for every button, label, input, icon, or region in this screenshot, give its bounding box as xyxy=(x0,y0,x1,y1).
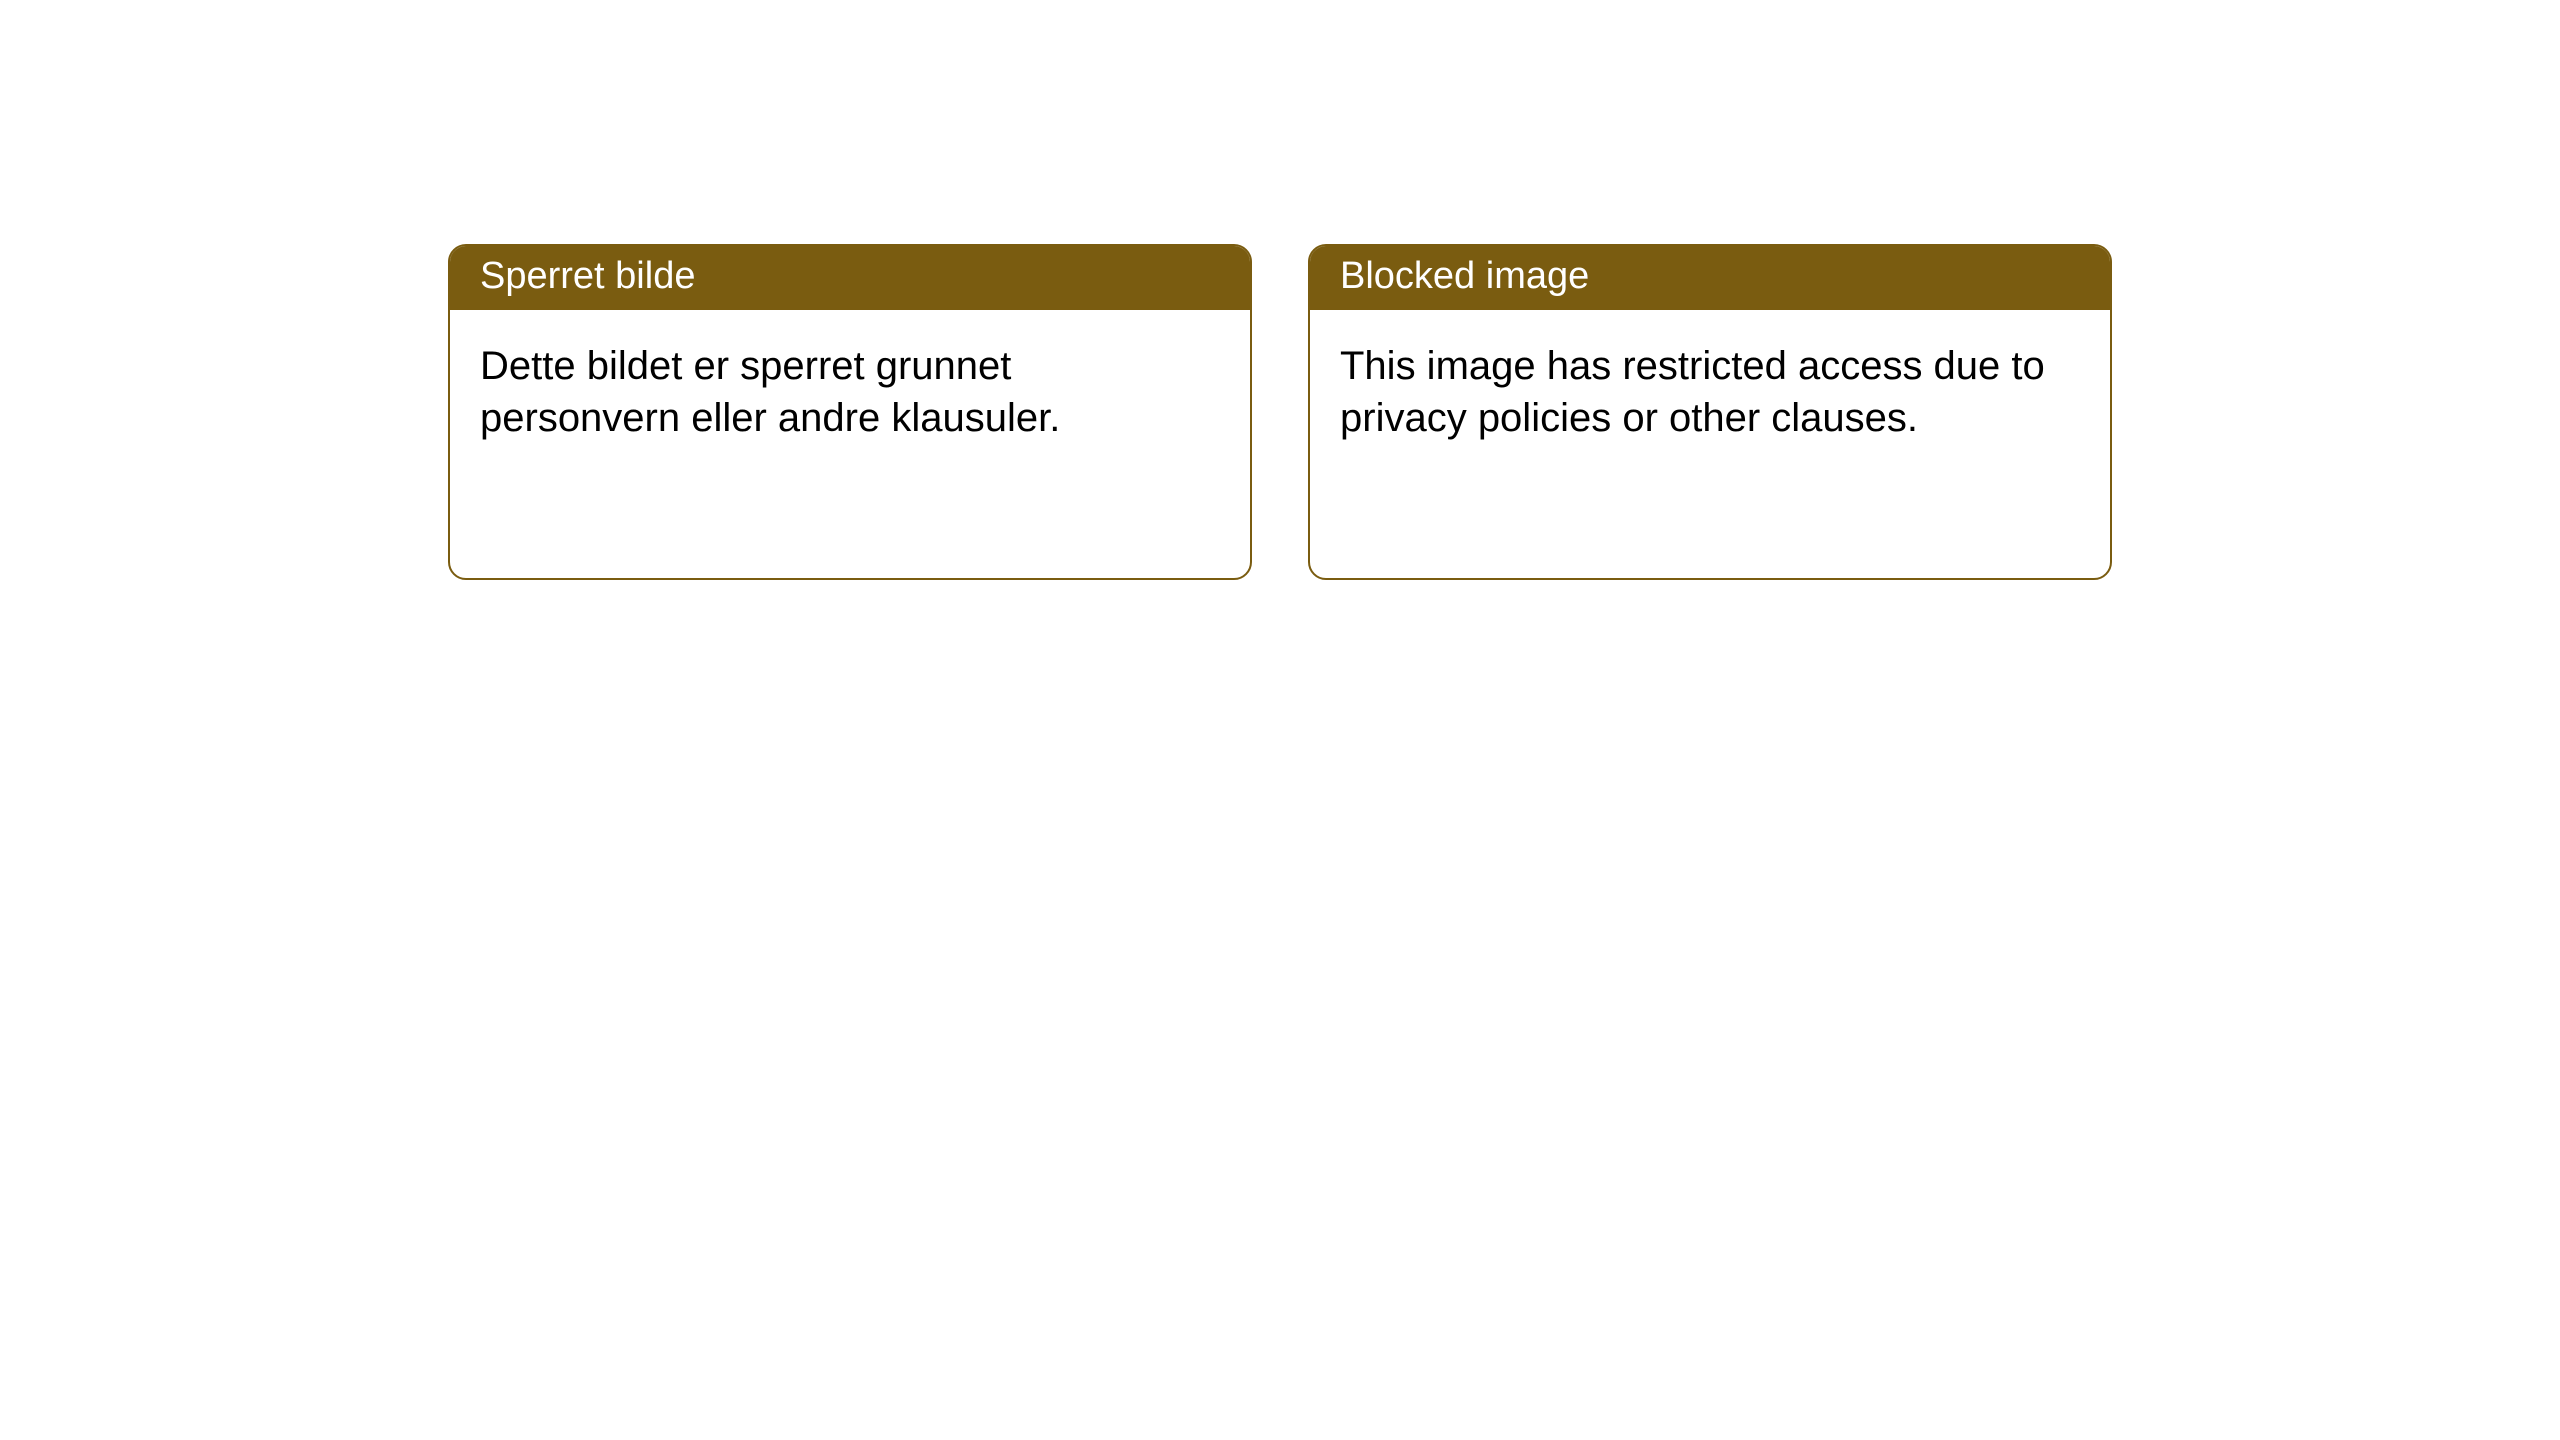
notice-title: Sperret bilde xyxy=(480,255,695,297)
notice-header: Sperret bilde xyxy=(450,246,1250,310)
notice-title: Blocked image xyxy=(1340,255,1589,297)
notice-body-text: Dette bildet er sperret grunnet personve… xyxy=(480,344,1060,440)
notice-body-text: This image has restricted access due to … xyxy=(1340,344,2045,440)
notice-header: Blocked image xyxy=(1310,246,2110,310)
notice-body: Dette bildet er sperret grunnet personve… xyxy=(450,310,1250,474)
notices-container: Sperret bilde Dette bildet er sperret gr… xyxy=(0,0,2560,580)
notice-body: This image has restricted access due to … xyxy=(1310,310,2110,474)
notice-card-english: Blocked image This image has restricted … xyxy=(1308,244,2112,580)
notice-card-norwegian: Sperret bilde Dette bildet er sperret gr… xyxy=(448,244,1252,580)
